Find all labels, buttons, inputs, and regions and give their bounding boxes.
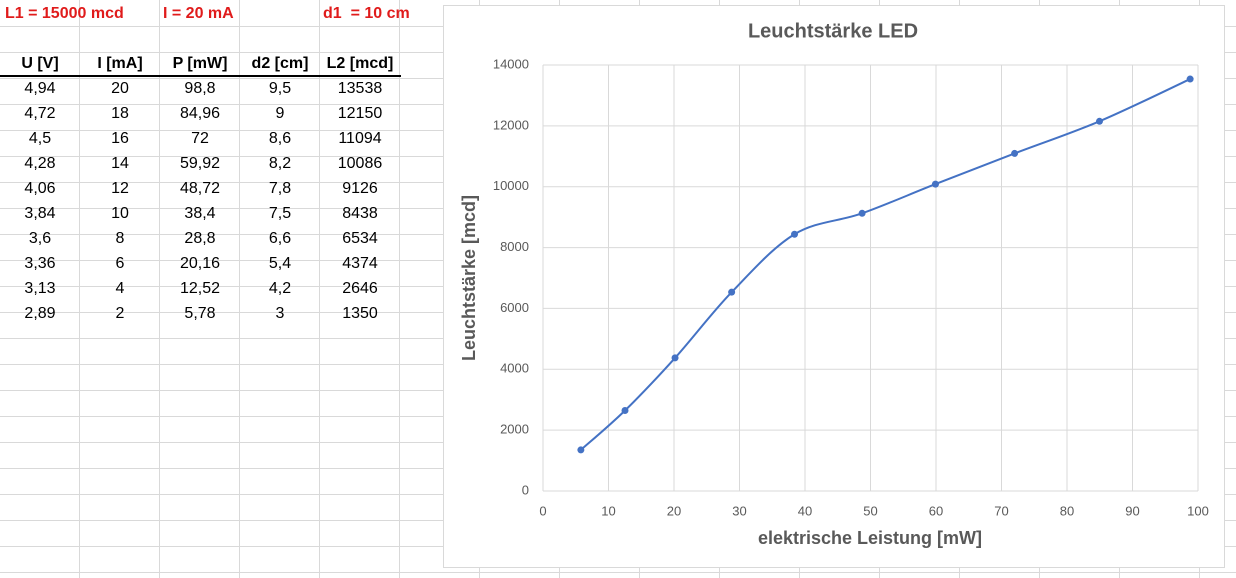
y-axis-label: Leuchtstärke [mcd] xyxy=(459,195,479,361)
table-cell: 59,92 xyxy=(179,155,221,172)
point xyxy=(1095,117,1103,125)
column-header: U [V] xyxy=(21,55,59,72)
table-cell: 12,52 xyxy=(179,280,221,297)
header-cell: L1 = 15000 mcd xyxy=(5,5,124,22)
table-cell: 8 xyxy=(115,230,125,247)
point xyxy=(728,288,736,296)
point xyxy=(858,209,866,217)
point xyxy=(1186,75,1194,83)
table-cell: 10086 xyxy=(337,155,383,172)
table-cell: 3,84 xyxy=(24,205,56,222)
column-header: L2 [mcd] xyxy=(326,55,394,72)
table-cell: 14 xyxy=(111,155,129,172)
column-header: d2 [cm] xyxy=(251,55,309,72)
header-cell: I = 20 mA xyxy=(163,5,234,22)
x-axis-label: elektrische Leistung [mW] xyxy=(758,528,982,548)
table-cell: 4 xyxy=(115,280,125,297)
table-cell: 7,5 xyxy=(268,205,292,222)
table-cell: 8438 xyxy=(342,205,378,222)
header-underline xyxy=(0,75,401,77)
table-cell: 16 xyxy=(111,130,129,147)
table-cell: 4,72 xyxy=(24,105,56,122)
table-cell: 2646 xyxy=(342,280,378,297)
table-cell: 48,72 xyxy=(179,180,221,197)
table-cell: 1350 xyxy=(342,305,378,322)
table-cell: 13538 xyxy=(337,80,383,97)
table-cell: 12150 xyxy=(337,105,383,122)
table-cell: 11094 xyxy=(338,130,382,147)
y-tick-label: 14000 xyxy=(493,56,529,71)
table-cell: 3,6 xyxy=(28,230,52,247)
point xyxy=(791,230,799,238)
table-cell: 4,2 xyxy=(268,280,292,297)
table-cell: 3 xyxy=(275,305,285,322)
table-cell: 6534 xyxy=(342,230,378,247)
x-tick-label: 0 xyxy=(539,503,546,518)
table-cell: 12 xyxy=(111,180,129,197)
point xyxy=(621,406,629,414)
y-tick-label: 12000 xyxy=(493,117,529,132)
x-tick-label: 50 xyxy=(863,503,877,518)
table-cell: 5,4 xyxy=(268,255,292,272)
point xyxy=(1011,149,1019,157)
table-cell: 18 xyxy=(111,105,129,122)
chart-title: Leuchtstärke LED xyxy=(748,20,918,42)
table-cell: 2,89 xyxy=(24,305,56,322)
x-tick-label: 40 xyxy=(798,503,812,518)
table-cell: 4,28 xyxy=(24,155,56,172)
column-header: P [mW] xyxy=(172,55,228,72)
table-cell: 20,16 xyxy=(179,255,221,272)
table-cell: 6,6 xyxy=(268,230,292,247)
table-cell: 8,2 xyxy=(268,155,292,172)
chart-frame xyxy=(443,5,1225,568)
table-cell: 98,8 xyxy=(184,80,216,97)
table-cell: 7,8 xyxy=(268,180,292,197)
chart: Leuchtstärke LED elektrische Leistung [m… xyxy=(443,5,1225,568)
point xyxy=(577,446,585,454)
table-cell: 9 xyxy=(275,105,285,122)
table-cell: 8,6 xyxy=(268,130,292,147)
table-cell: 3,13 xyxy=(24,280,56,297)
y-tick-label: 4000 xyxy=(500,361,529,376)
x-tick-label: 30 xyxy=(732,503,746,518)
y-tick-label: 2000 xyxy=(500,422,529,437)
point xyxy=(931,180,939,188)
table-cell: 20 xyxy=(111,80,129,97)
x-tick-label: 70 xyxy=(994,503,1008,518)
table-cell: 72 xyxy=(191,130,209,147)
y-tick-label: 0 xyxy=(522,482,529,497)
table-cell: 9,5 xyxy=(268,80,292,97)
table-cell: 10 xyxy=(111,205,129,222)
table-cell: 4,06 xyxy=(24,180,56,197)
y-tick-label: 10000 xyxy=(493,178,529,193)
x-tick-label: 90 xyxy=(1125,503,1139,518)
table-cell: 2 xyxy=(115,305,125,322)
table-cell: 3,36 xyxy=(24,255,56,272)
table-cell: 4,94 xyxy=(24,80,56,97)
line xyxy=(580,78,1191,451)
table-cell: 38,4 xyxy=(184,205,216,222)
table-cell: 9126 xyxy=(342,180,378,197)
table-cell: 4374 xyxy=(342,255,378,272)
x-tick-label: 100 xyxy=(1187,503,1209,518)
table-cell: 28,8 xyxy=(184,230,216,247)
x-tick-label: 60 xyxy=(929,503,943,518)
y-tick-label: 6000 xyxy=(500,300,529,315)
point xyxy=(671,354,679,362)
x-tick-label: 80 xyxy=(1060,503,1074,518)
table-cell: 5,78 xyxy=(184,305,216,322)
y-tick-label: 8000 xyxy=(500,239,529,254)
x-tick-label: 20 xyxy=(667,503,681,518)
x-tick-label: 10 xyxy=(601,503,615,518)
table-cell: 6 xyxy=(115,255,125,272)
table-cell: 4,5 xyxy=(28,130,52,147)
header-cell: d1 = 10 cm xyxy=(323,5,410,22)
column-header: I [mA] xyxy=(97,55,143,72)
table-cell: 84,96 xyxy=(179,105,221,122)
